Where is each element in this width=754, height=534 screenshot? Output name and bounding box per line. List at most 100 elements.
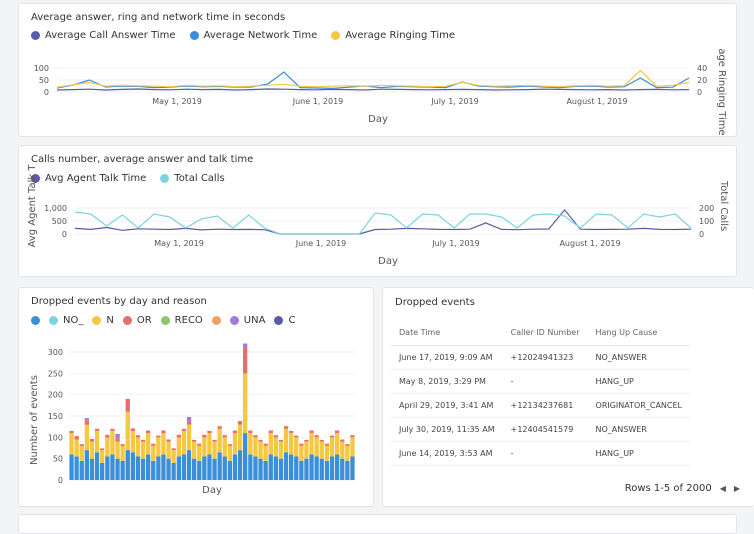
bar-segment — [283, 426, 289, 429]
bar-segment — [340, 439, 345, 442]
legend-swatch — [274, 316, 284, 325]
table-wrapper: Date Time Caller ID Number Hang Up Cause… — [391, 320, 754, 466]
legend-swatch — [92, 316, 102, 325]
table-body: June 17, 2019, 9:09 AM +12024941323 NO_ANS… — [391, 345, 691, 466]
column-header-date-time[interactable]: Date Time — [391, 320, 503, 346]
bar-segment — [283, 428, 289, 453]
legend-item-network[interactable]: Average Network Time — [189, 30, 317, 41]
bar-segment — [186, 421, 192, 425]
legend-item[interactable] — [211, 315, 221, 326]
y-tick-label-left: 0 — [44, 88, 49, 97]
panel-title: Dropped events — [395, 297, 475, 308]
bar-segment — [324, 445, 330, 461]
bar-segment — [217, 428, 222, 453]
x-axis-title: Day — [202, 485, 222, 496]
legend-swatch — [189, 31, 199, 40]
bar-segment — [232, 454, 238, 480]
x-tick-label: May 1, 2019 — [152, 97, 202, 106]
legend-item[interactable]: RECO — [160, 315, 203, 326]
x-tick-label: August 1, 2019 — [566, 97, 627, 106]
legend-item-talk-time[interactable]: Avg Agent Talk Time — [31, 173, 146, 184]
legend-item[interactable]: N — [92, 315, 114, 326]
legend-label: Total Calls — [174, 173, 225, 184]
bar-segment — [110, 428, 115, 431]
y-tick-label-left: 0 — [62, 230, 67, 239]
legend-item-total-calls[interactable]: Total Calls — [160, 173, 225, 184]
table-cell: June 17, 2019, 9:09 AM — [391, 345, 503, 370]
y-axis-title-left: Avg Agent Talk T — [27, 164, 38, 248]
column-header-caller-id[interactable]: Caller ID Number — [502, 320, 588, 346]
bar-segment — [202, 437, 207, 457]
legend-label: Avg Agent Talk Time — [45, 173, 147, 184]
bar-segment — [94, 452, 100, 480]
bar-segment — [115, 441, 120, 459]
bar-segment — [278, 439, 284, 442]
bar-segment — [222, 456, 227, 480]
column-header-hang-up-cause[interactable]: Hang Up Cause — [587, 320, 691, 346]
bar-segment — [268, 433, 273, 455]
bar-segment — [243, 343, 248, 348]
legend-item[interactable]: OR — [122, 315, 152, 326]
bar-segment — [197, 460, 202, 480]
bar-segment — [237, 421, 243, 425]
prev-page-icon[interactable]: ◀ — [719, 484, 726, 493]
bar-segment — [217, 452, 222, 480]
legend-item[interactable] — [31, 315, 40, 326]
y-tick-label: 250 — [48, 369, 63, 378]
bar-segment — [130, 452, 135, 480]
bar-segment — [340, 441, 345, 459]
bar-segment — [84, 450, 89, 480]
bar-segment — [227, 445, 232, 461]
legend-swatch — [31, 31, 40, 40]
legend-swatch — [49, 316, 58, 325]
bar-segment — [100, 462, 105, 480]
y-tick-label: 200 — [48, 391, 63, 400]
answer-ring-network-chart: 100 50 0 40 20 0 May 1, 2019 June 1, 2019 July 1… — [34, 48, 727, 135]
bar-segment — [314, 456, 319, 480]
x-tick-label: June 1, 2019 — [295, 239, 347, 248]
table-cell: HANG_UP — [587, 441, 691, 466]
bar-segment — [258, 458, 263, 480]
bar-segment — [243, 433, 248, 480]
bar-segment — [227, 460, 232, 480]
legend-label: OR — [136, 315, 152, 326]
series-line — [74, 208, 692, 235]
legend-item-call-answer[interactable]: Average Call Answer Time — [31, 30, 176, 41]
bar-segment — [217, 426, 222, 429]
bar-segment — [89, 439, 95, 442]
legend-swatch — [331, 31, 341, 40]
bar-segment — [273, 435, 278, 438]
bar-segment — [197, 443, 202, 446]
bar-segment — [186, 424, 192, 451]
bar-segment — [125, 411, 130, 451]
table-row[interactable]: July 30, 2019, 11:35 AM +12404541579 NO_AN… — [391, 417, 691, 442]
table-header-row: Date Time Caller ID Number Hang Up Cause — [391, 320, 691, 346]
legend-item[interactable]: UNA — [229, 315, 266, 326]
legend-item-ringing[interactable]: Average Ringing Time — [331, 30, 455, 41]
bar-segment — [304, 458, 309, 480]
bar-segment — [237, 424, 243, 451]
table-row[interactable]: June 17, 2019, 9:09 AM +12024941323 NO_ANS… — [391, 345, 691, 370]
bar-segment — [105, 437, 110, 457]
bar-segment — [166, 439, 171, 442]
x-tick-label: August 1, 2019 — [559, 239, 620, 248]
bar-segment — [335, 433, 340, 455]
legend-item[interactable]: NO_ — [49, 315, 83, 326]
legend-swatch — [160, 316, 170, 325]
bar-segment — [69, 454, 74, 480]
legend-label: NO_ — [63, 315, 84, 326]
table-row[interactable]: May 8, 2019, 3:29 PM - HANG_UP — [391, 369, 691, 394]
legend-label: UNA — [243, 315, 266, 326]
table-row[interactable]: April 29, 2019, 3:41 AM +12134237681 ORIGI… — [391, 393, 691, 418]
legend-item[interactable]: C — [274, 315, 295, 326]
y-tick-label-left: 1,000 — [44, 204, 67, 213]
bar-segment — [294, 437, 299, 457]
next-page-icon[interactable]: ▶ — [733, 484, 740, 493]
y-tick-label: 100 — [48, 433, 63, 442]
chart-legend: Avg Agent Talk Time Total Calls — [31, 173, 225, 184]
bar-segment — [324, 460, 330, 480]
bar-segment — [294, 435, 299, 438]
bar-segment — [329, 456, 335, 480]
table-cell: June 14, 2019, 3:53 AM — [391, 441, 503, 466]
table-row[interactable]: June 14, 2019, 3:53 AM - HANG_UP — [391, 441, 691, 466]
